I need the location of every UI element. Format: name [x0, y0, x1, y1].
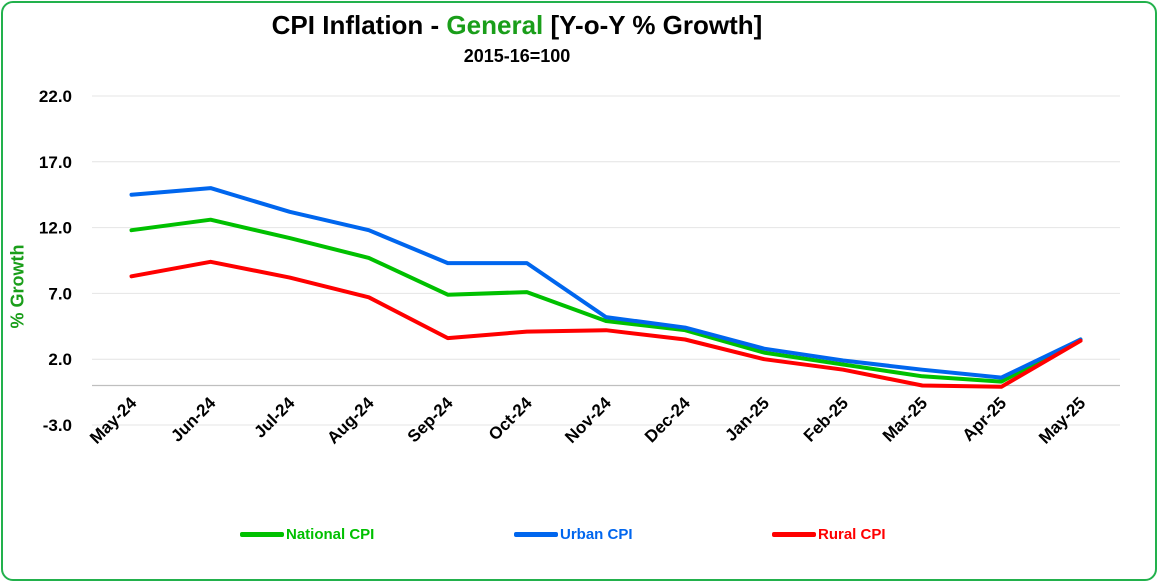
legend-label: National CPI — [286, 526, 375, 543]
x-tick-label: Aug-24 — [323, 393, 378, 448]
series-line-rural-cpi — [129, 259, 1083, 389]
x-tick-label: Sep-24 — [404, 393, 457, 446]
x-tick-label: Oct-24 — [485, 393, 536, 444]
legend-item: National CPI — [240, 526, 374, 543]
x-tick-label: Jan-25 — [721, 393, 773, 445]
series-line-urban-cpi — [129, 186, 1083, 380]
chart-title: CPI Inflation - General [Y-o-Y % Growth] — [0, 10, 1034, 41]
y-tick-label: -3.0 — [43, 416, 72, 435]
x-tick-label: Jun-24 — [167, 393, 220, 446]
x-tick-label: May-25 — [1035, 393, 1089, 447]
legend-swatch — [240, 532, 284, 537]
x-tick-label: Dec-24 — [641, 393, 694, 446]
x-tick-label: Mar-25 — [879, 393, 931, 445]
legend-item: Urban CPI — [514, 526, 633, 543]
legend-swatch — [772, 532, 816, 537]
legend-label: Rural CPI — [818, 526, 886, 543]
chart-subtitle: 2015-16=100 — [463, 46, 571, 66]
title-highlight: General — [446, 10, 544, 40]
x-tick-label: Jul-24 — [250, 393, 299, 442]
y-tick-label: 12.0 — [39, 219, 72, 238]
y-tick-label: 17.0 — [39, 153, 72, 172]
series-line-national-cpi — [129, 217, 1083, 384]
y-tick-label: 22.0 — [39, 87, 72, 106]
legend-swatch — [514, 532, 558, 537]
y-tick-label: 2.0 — [48, 350, 72, 369]
title-suffix: [Y-o-Y % Growth] — [543, 10, 763, 40]
x-tick-label: Apr-25 — [959, 393, 1011, 445]
x-tick-label: Feb-25 — [800, 393, 852, 445]
legend-item: Rural CPI — [772, 526, 886, 543]
x-tick-label: Nov-24 — [561, 393, 615, 447]
y-tick-label: 7.0 — [48, 284, 72, 303]
title-prefix: CPI Inflation - — [271, 10, 447, 40]
legend-label: Urban CPI — [560, 526, 633, 543]
x-tick-label: May-24 — [86, 393, 141, 448]
